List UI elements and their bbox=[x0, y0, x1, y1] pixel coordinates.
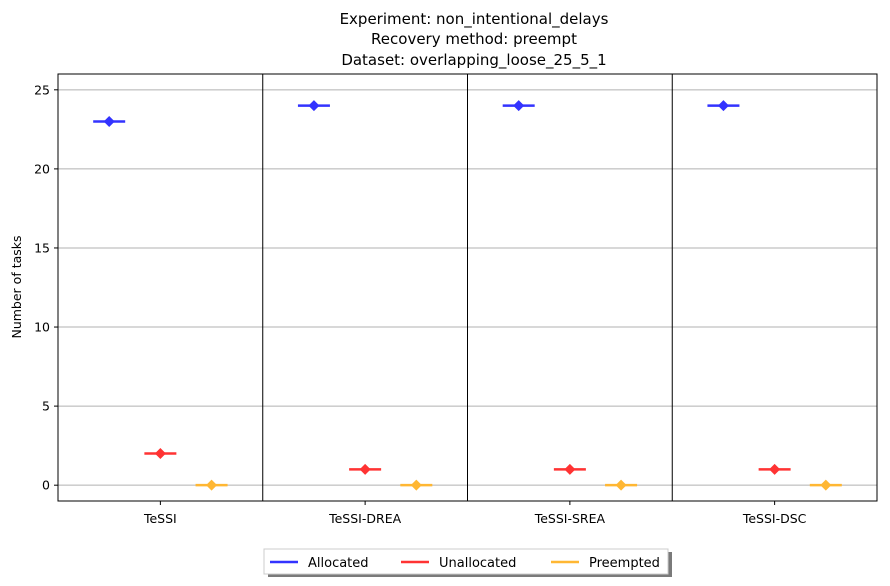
chart-title-line-3: Dataset: overlapping_loose_25_5_1 bbox=[341, 51, 606, 70]
x-tick-label-tessi-dsc: TeSSI-DSC bbox=[742, 511, 807, 526]
point-allocated-tessi bbox=[103, 115, 115, 127]
point-allocated-tessi-drea bbox=[308, 100, 320, 112]
point-preempted-tessi-drea bbox=[410, 479, 422, 491]
chart-title-line-2: Recovery method: preempt bbox=[371, 30, 577, 48]
x-tick-label-tessi-srea: TeSSI-SREA bbox=[534, 511, 606, 526]
data-marks bbox=[93, 100, 842, 491]
point-allocated-tessi-srea bbox=[513, 100, 525, 112]
point-unallocated-tessi-srea bbox=[564, 463, 576, 475]
y-axis-label: Number of tasks bbox=[9, 235, 24, 338]
y-tick-label-25: 25 bbox=[34, 82, 50, 97]
plot-frame bbox=[57, 73, 878, 502]
legend-box bbox=[263, 548, 669, 575]
legend-label-unallocated: Unallocated bbox=[439, 556, 516, 571]
point-unallocated-tessi-dsc bbox=[769, 463, 781, 475]
legend-label-allocated: Allocated bbox=[308, 556, 369, 571]
legend-label-preempted: Preempted bbox=[589, 556, 660, 571]
x-axis-ticks: TeSSI TeSSI-DREA TeSSI-SREA TeSSI-DSC bbox=[143, 501, 807, 526]
point-preempted-tessi bbox=[206, 479, 218, 491]
chart-title-line-1: Experiment: non_intentional_delays bbox=[340, 10, 609, 29]
point-unallocated-tessi-drea bbox=[359, 463, 371, 475]
y-tick-label-0: 0 bbox=[42, 478, 50, 493]
y-axis-ticks: 0 5 10 15 20 25 bbox=[34, 82, 58, 493]
legend: Allocated Unallocated Preempted bbox=[263, 548, 672, 577]
x-tick-label-tessi: TeSSI bbox=[143, 511, 177, 526]
point-preempted-tessi-srea bbox=[615, 479, 627, 491]
point-unallocated-tessi bbox=[154, 448, 166, 460]
y-tick-label-10: 10 bbox=[34, 320, 50, 335]
y-tick-label-5: 5 bbox=[42, 399, 50, 414]
y-tick-label-15: 15 bbox=[34, 240, 50, 255]
point-allocated-tessi-dsc bbox=[717, 100, 729, 112]
point-preempted-tessi-dsc bbox=[820, 479, 832, 491]
x-tick-label-tessi-drea: TeSSI-DREA bbox=[328, 511, 401, 526]
y-tick-label-20: 20 bbox=[34, 161, 50, 176]
